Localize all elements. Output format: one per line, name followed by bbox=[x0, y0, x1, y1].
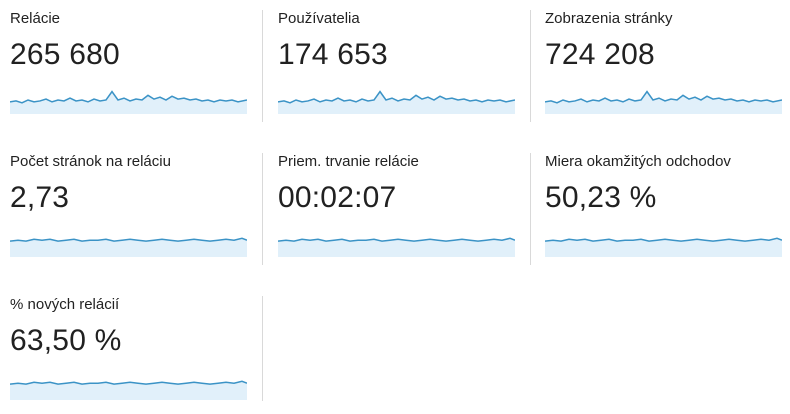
metric-value: 2,73 bbox=[10, 181, 70, 214]
metric-label: Používatelia bbox=[278, 10, 360, 27]
metric-card: Miera okamžitých odchodov 50,23 % bbox=[545, 151, 790, 271]
metric-label: Zobrazenia stránky bbox=[545, 10, 673, 27]
divider bbox=[530, 153, 531, 265]
sparkline bbox=[545, 90, 782, 114]
metric-card: Počet stránok na reláciu 2,73 bbox=[10, 151, 260, 271]
metric-value: 00:02:07 bbox=[278, 181, 397, 214]
metric-card: Relácie 265 680 bbox=[10, 8, 260, 128]
metric-label: % nových relácií bbox=[10, 296, 120, 313]
metric-card: Priem. trvanie relácie 00:02:07 bbox=[278, 151, 528, 271]
sparkline bbox=[10, 237, 247, 257]
metric-label: Počet stránok na reláciu bbox=[10, 153, 171, 170]
metric-value: 265 680 bbox=[10, 38, 120, 71]
divider bbox=[262, 296, 263, 401]
sparkline bbox=[278, 237, 515, 257]
metric-card: % nových relácií 63,50 % bbox=[10, 294, 260, 414]
divider bbox=[262, 10, 263, 122]
divider bbox=[530, 10, 531, 122]
metric-value: 63,50 % bbox=[10, 324, 122, 357]
metric-card: Zobrazenia stránky 724 208 bbox=[545, 8, 790, 128]
sparkline bbox=[10, 380, 247, 400]
sparkline bbox=[545, 237, 782, 257]
metric-value: 50,23 % bbox=[545, 181, 657, 214]
metric-label: Relácie bbox=[10, 10, 61, 27]
metric-grid: {"metrics": [ {"label": "Relácie", "valu… bbox=[10, 8, 790, 401]
sparkline bbox=[278, 90, 515, 114]
divider bbox=[262, 153, 263, 265]
metric-value: 724 208 bbox=[545, 38, 655, 71]
metric-label: Priem. trvanie relácie bbox=[278, 153, 419, 170]
metric-value: 174 653 bbox=[278, 38, 388, 71]
metric-card: Používatelia 174 653 bbox=[278, 8, 528, 128]
sparkline bbox=[10, 90, 247, 114]
metric-label: Miera okamžitých odchodov bbox=[545, 153, 731, 170]
